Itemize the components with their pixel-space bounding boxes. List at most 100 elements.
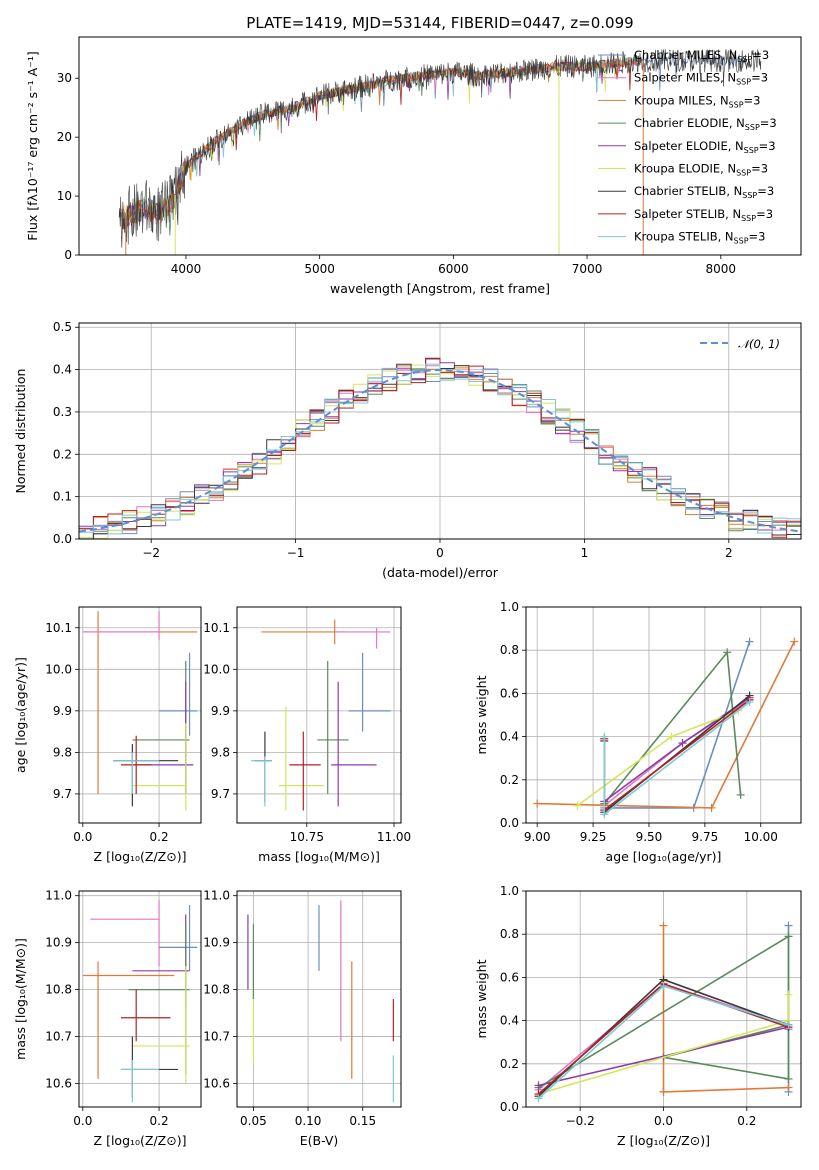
age_vs_Z-point-2: [159, 652, 198, 736]
age_vs_mass-point-1: [334, 627, 391, 649]
age_vs_Z-axes: [79, 607, 201, 823]
mass_vs_Z-frame: 0.0 0.2 10.6 10.7 10.8 10.9 11.0 Z [log₁₀(Z/Z⊙)…: [13, 889, 202, 1148]
age_vs_Z-xtick-label-0: 0.0: [73, 830, 92, 844]
weight_vs_Z-ytick-label-3: 0.6: [500, 970, 519, 984]
weight_vs_age-ytick-label-2: 0.4: [500, 730, 519, 744]
mass_vs_Z-point-1: [159, 905, 198, 971]
mass_vs_Z-ytick-label-0: 10.6: [45, 1077, 72, 1091]
age_vs_mass-point-2: [348, 652, 391, 732]
age_vs_Z-ytick-label-1: 9.8: [53, 745, 72, 759]
spectrum-xlabel: wavelength [Angstrom, rest frame]: [330, 281, 550, 296]
age_vs_mass-ytick-label-2: 9.9: [211, 704, 230, 718]
mass_vs_Z-xtick-label-1: 0.2: [150, 1114, 169, 1128]
age_vs_Z-point-7: [120, 735, 152, 794]
residuals-ytick-label-5: 0.5: [53, 320, 72, 334]
age_vs_Z-xtick-label-1: 0.2: [150, 830, 169, 844]
spectrum-xtick-label-3: 7000: [572, 262, 603, 276]
age_vs_mass-ytick-label-1: 9.8: [211, 745, 230, 759]
normal-reference-curve: [79, 368, 801, 533]
residuals-ytick-label-4: 0.4: [53, 363, 72, 377]
mass_vs_Z-ytick-label-1: 10.7: [45, 1030, 72, 1044]
legend-label-1: Salpeter MILES, NSSP=3: [634, 71, 768, 87]
residuals-ytick-label-3: 0.3: [53, 405, 72, 419]
spectrum-frame: 4000 5000 6000 7000 8000 0 10 20 30 wavelength [A…: [25, 36, 802, 296]
mass_vs_Z-point-3: [132, 914, 190, 1009]
weight_vs_Z-series-8: [534, 982, 793, 1103]
age_vs_Z-ytick-label-4: 10.1: [45, 621, 72, 635]
mass_vs_Z-ylabel: mass [log₁₀(M/M⊙)]: [13, 938, 28, 1060]
mass_vs_ebv-ytick-label-0: 10.6: [203, 1077, 230, 1091]
spectrum-series-6: [118, 48, 762, 248]
age_vs_mass-point-0: [261, 619, 346, 645]
weight_vs_Z-ylabel: mass weight: [474, 959, 489, 1038]
residuals-ytick-label-2: 0.2: [53, 447, 72, 461]
mass_vs_Z-point-5: [120, 989, 171, 1042]
weight_vs_age-xtick-label-4: 10.00: [744, 830, 778, 844]
weight_vs_age-xtick-label-0: 9.00: [524, 830, 551, 844]
mass_vs_ebv-xlabel: E(B-V): [300, 1133, 339, 1148]
weight_vs_Z-frame: −0.2 0.0 0.2 0.0 0.2 0.4 0.6 0.8 1.0 Z [log₁₀(Z/Z…: [474, 884, 802, 1148]
weight_vs_age-axes: [526, 606, 801, 824]
mass_vs_Z-xtick-label-0: 0.0: [73, 1114, 92, 1128]
spectrum-xtick-label-0: 4000: [171, 262, 202, 276]
weight_vs_age-series-8: [600, 698, 754, 819]
mass_vs_ebv-ytick-label-4: 11.0: [203, 889, 230, 903]
spectrum-series-2: [121, 57, 641, 226]
mass_vs_ebv-ytick-label-1: 10.7: [203, 1030, 230, 1044]
legend-label-2: Kroupa MILES, NSSP=3: [634, 93, 760, 109]
legend-label-7: Salpeter STELIB, NSSP=3: [634, 207, 773, 223]
age_vs_Z-ytick-label-3: 10.0: [45, 662, 72, 676]
weight_vs_age-xtick-label-1: 9.25: [580, 830, 607, 844]
weight_vs_age-ytick-label-0: 0.0: [500, 816, 519, 830]
weight_vs_Z-ytick-label-4: 0.8: [500, 927, 519, 941]
weight_vs_age-ytick-label-5: 1.0: [500, 600, 519, 614]
residual-hist-8: [79, 363, 801, 535]
age_vs_mass-ytick-label-3: 10.0: [203, 662, 230, 676]
weight_vs_Z-xtick-label-1: 0.0: [654, 1114, 673, 1128]
residuals-xtick-label-2: 0: [436, 546, 444, 560]
age_vs_Z-point-8: [113, 752, 160, 794]
spectrum-ytick-label-3: 30: [57, 71, 72, 85]
weight_vs_age-xlabel: age [log₁₀(age/yr)]: [606, 849, 722, 864]
mass_vs_ebv-ytick-label-3: 10.9: [203, 936, 230, 950]
legend-label-4: Salpeter ELODIE, NSSP=3: [634, 139, 776, 155]
weight_vs_Z-ytick-label-2: 0.4: [500, 1014, 519, 1028]
mass_vs_Z-ytick-label-4: 11.0: [45, 889, 72, 903]
spectrum-ytick-label-2: 20: [57, 130, 72, 144]
age_vs_Z-point-3: [132, 661, 190, 794]
age_vs_mass-point-3: [317, 661, 349, 794]
mass_vs_Z-xlabel: Z [log₁₀(Z/Z⊙)]: [94, 1133, 187, 1148]
weight_vs_age-series-6: [600, 691, 754, 817]
mass_vs_Z-ytick-label-3: 10.9: [45, 936, 72, 950]
residuals-xtick-label-4: 2: [725, 546, 733, 560]
residual-legend-label: 𝒩(0, 1): [738, 337, 780, 351]
age_vs_mass-point-6: [254, 731, 272, 803]
weight_vs_age-xtick-label-3: 9.75: [692, 830, 719, 844]
age_vs_mass-point-7: [289, 731, 321, 811]
weight_vs_age-ylabel: mass weight: [474, 675, 489, 754]
age_vs_mass-ytick-label-4: 10.1: [203, 621, 230, 635]
age_vs_Z-ylabel: age [log₁₀(age/yr)]: [13, 657, 28, 773]
mass_vs_Z-ytick-label-2: 10.8: [45, 983, 72, 997]
weight_vs_Z-xtick-label-0: −0.2: [566, 1114, 595, 1128]
residuals-ytick-label-0: 0.0: [53, 532, 72, 546]
weight_vs_age-plot: [533, 637, 799, 819]
age_vs_mass-point-5: [278, 706, 325, 811]
age_vs_mass-xlabel: mass [log₁₀(M/M⊙)]: [258, 849, 380, 864]
weight_vs_Z-ytick-label-0: 0.0: [500, 1100, 519, 1114]
mass_vs_Z-point-6: [132, 966, 190, 1084]
weight_vs_age-series-0: [600, 637, 754, 812]
age_vs_mass-xtick-label-1: 11.00: [377, 830, 411, 844]
residuals-ytick-label-1: 0.1: [53, 490, 72, 504]
legend-label-0: Chabrier MILES, NSSP=3: [634, 48, 769, 64]
age_vs_Z-point-6: [113, 744, 179, 807]
weight_vs_Z-plot: [534, 921, 793, 1103]
age_vs_Z-point-0: [82, 611, 198, 794]
spectrum-ylabel: Flux [fλ10⁻¹⁷ erg cm⁻² s⁻¹ A⁻¹]: [25, 51, 40, 240]
residuals-xlabel: (data-model)/error: [382, 565, 499, 580]
mass_vs_Z-plot: [82, 900, 198, 1103]
spectrum-ytick-label-0: 0: [64, 248, 72, 262]
weight_vs_Z-series-2: [659, 921, 793, 1096]
mass_vs_ebv-frame: 0.05 0.10 0.15 10.6 10.7 10.8 10.9 11.0 E(B-V): [203, 889, 402, 1148]
